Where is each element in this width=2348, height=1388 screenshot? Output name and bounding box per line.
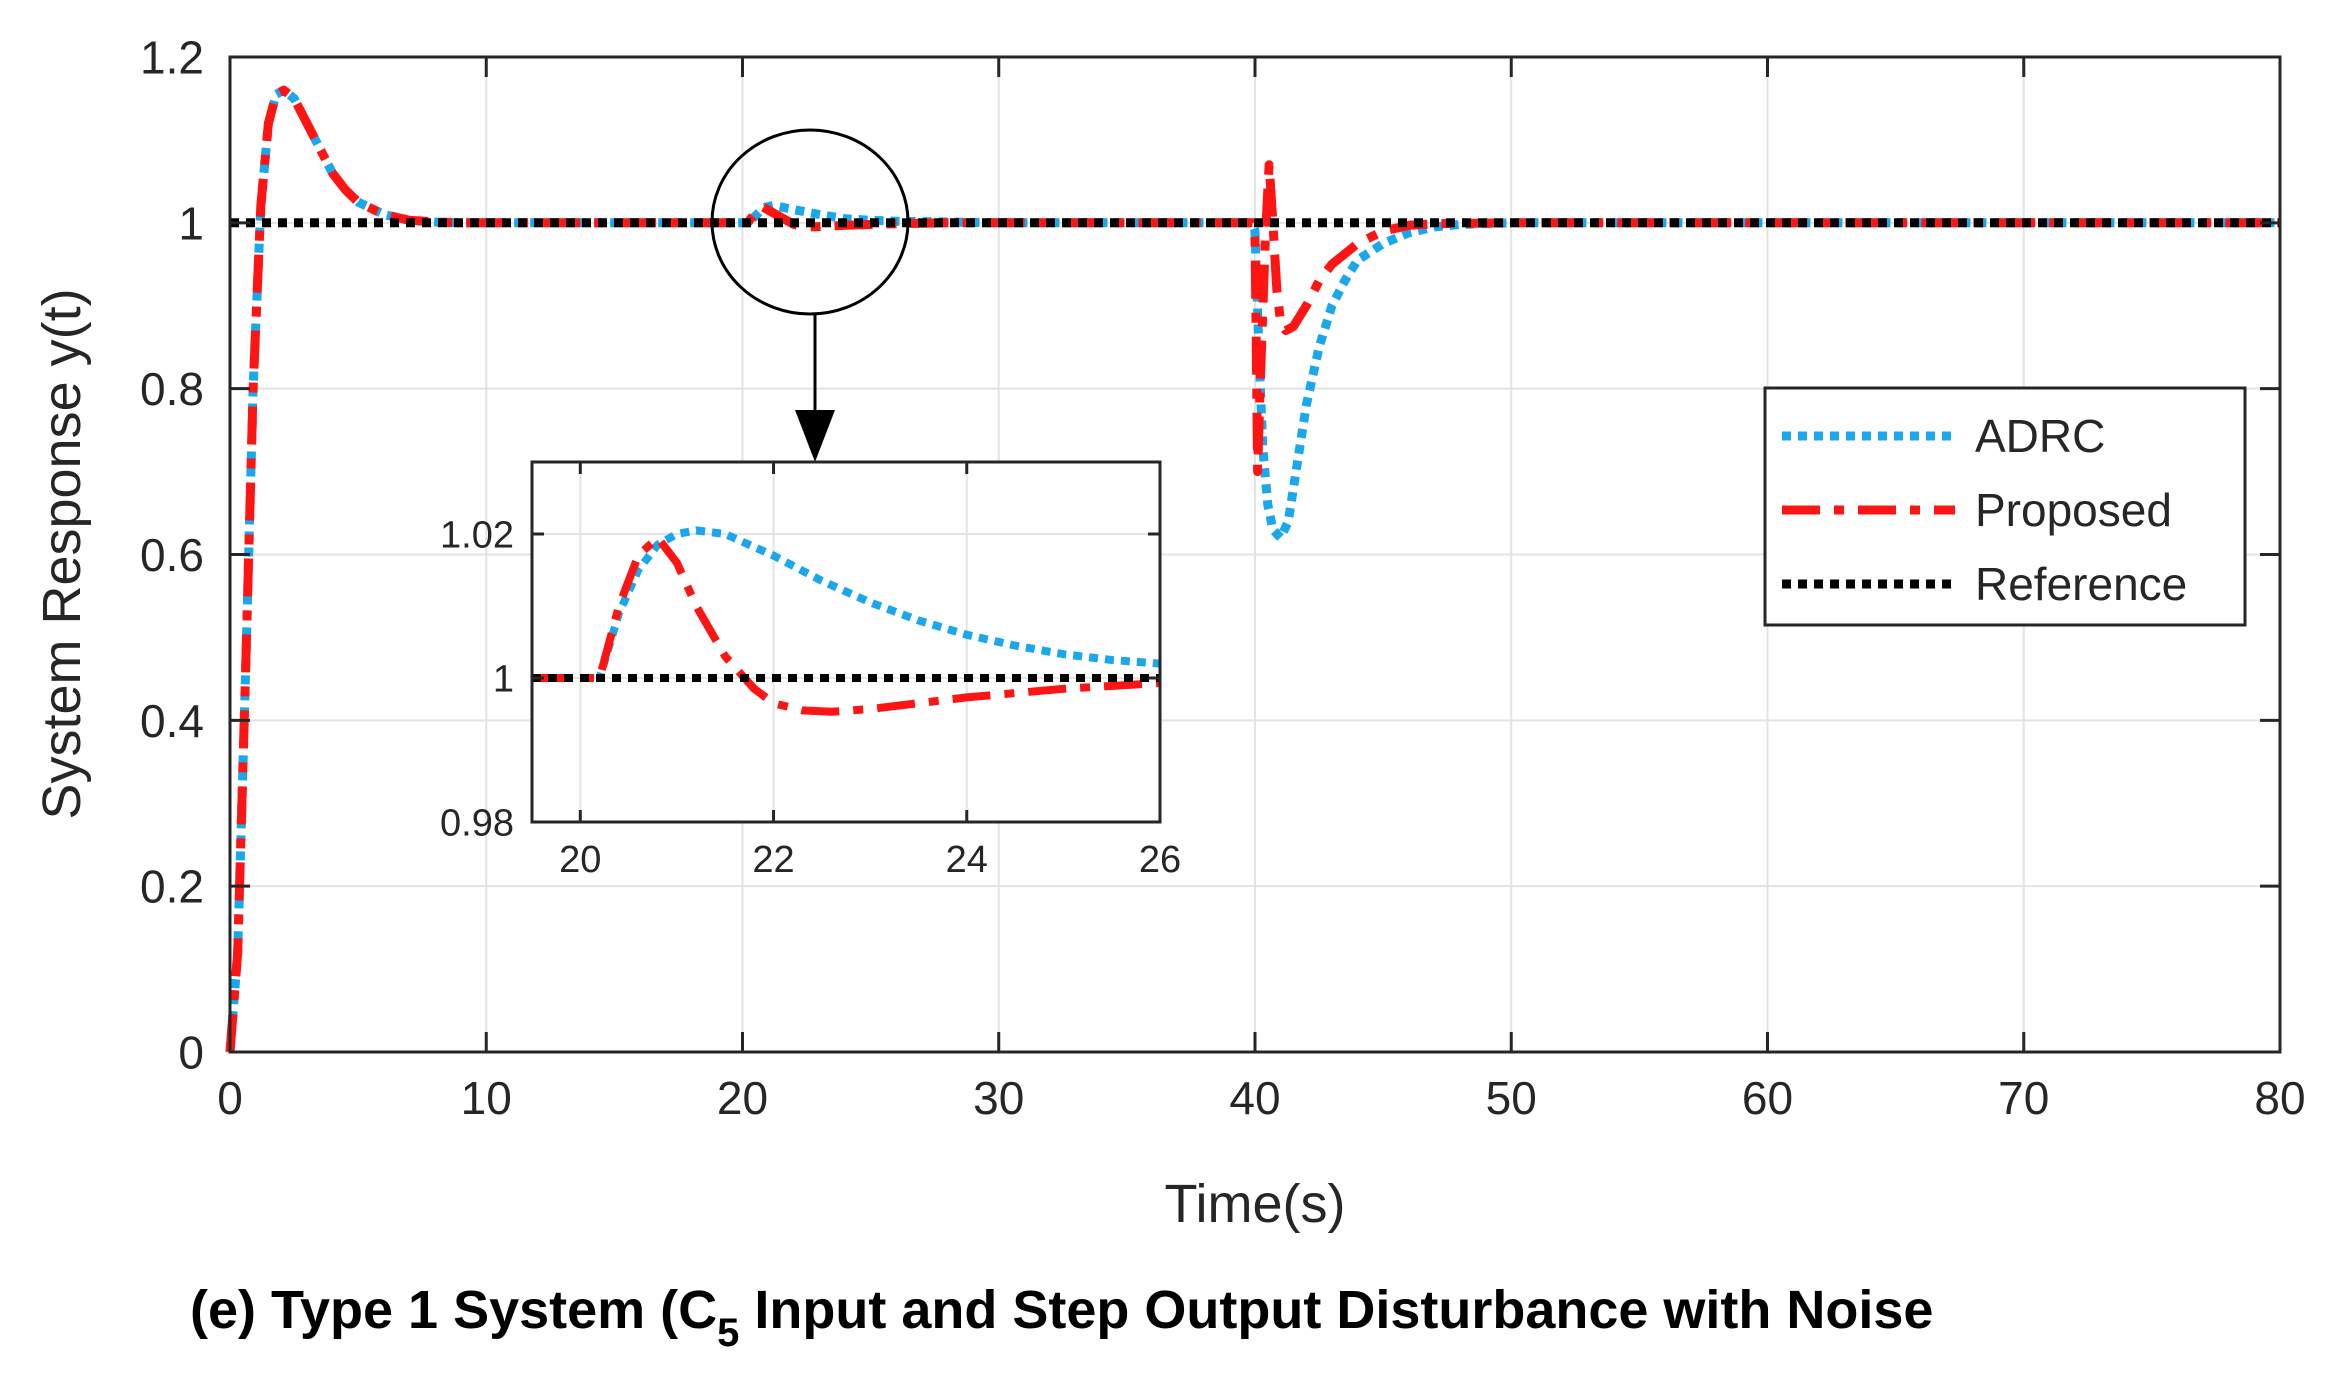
legend-label-adrc: ADRC bbox=[1975, 410, 2105, 462]
inset-series bbox=[532, 526, 1160, 716]
inset-x-tick-label: 26 bbox=[1139, 839, 1181, 881]
zoom-arrow-head bbox=[795, 410, 835, 462]
main-series-proposed bbox=[225, 85, 2280, 1053]
main-series-adrc bbox=[225, 85, 2280, 1053]
main-x-tick-label: 70 bbox=[1998, 1072, 2049, 1124]
inset-plot-area bbox=[532, 462, 1160, 822]
inset-x-tick-labels: 20 22 24 26 bbox=[559, 839, 1181, 881]
legend-box bbox=[1763, 386, 2247, 627]
main-y-tick-label: 0 bbox=[178, 1027, 204, 1079]
caption-prefix: (e) Type 1 System (C bbox=[190, 1280, 717, 1340]
inset-axes: 20 22 24 26 0.98 1 1.02 bbox=[440, 460, 1181, 881]
inset-y-tick-label: 1 bbox=[493, 659, 514, 701]
main-x-tick-label: 30 bbox=[973, 1072, 1024, 1124]
zoom-ellipse bbox=[710, 128, 910, 316]
main-tick-marks bbox=[228, 55, 2282, 1054]
main-y-tick-labels: 0 0.2 0.4 0.6 0.8 1 1.2 bbox=[140, 32, 204, 1079]
main-x-tick-label: 50 bbox=[1486, 1072, 1537, 1124]
inset-series-proposed bbox=[532, 533, 1160, 716]
figure-caption: (e) Type 1 System (C5 Input and Step Out… bbox=[190, 1280, 1933, 1355]
legend-label-reference: Reference bbox=[1975, 558, 2187, 610]
main-x-tick-labels: 0 10 20 30 40 50 60 70 80 bbox=[217, 1072, 2305, 1124]
main-x-tick-label: 10 bbox=[461, 1072, 512, 1124]
legend: ADRC Proposed Reference bbox=[1763, 386, 2247, 627]
caption-suffix: Input and Step Output Disturbance with N… bbox=[739, 1280, 1933, 1340]
main-x-tick-label: 40 bbox=[1229, 1072, 1280, 1124]
main-x-tick-label: 0 bbox=[217, 1072, 243, 1124]
caption-subscript: 5 bbox=[717, 1311, 739, 1355]
main-x-tick-label: 20 bbox=[717, 1072, 768, 1124]
x-axis-label: Time(s) bbox=[1165, 1174, 1346, 1234]
inset-tick-marks bbox=[532, 462, 1162, 824]
main-x-tick-label: 60 bbox=[1742, 1072, 1793, 1124]
inset-x-tick-label: 22 bbox=[752, 839, 794, 881]
inset-axes-box bbox=[530, 460, 1162, 824]
y-axis-label: System Response y(t) bbox=[32, 288, 92, 819]
main-x-tick-label: 80 bbox=[2254, 1072, 2305, 1124]
main-y-tick-label: 0.6 bbox=[140, 529, 204, 581]
inset-y-tick-labels: 0.98 1 1.02 bbox=[440, 515, 514, 845]
main-axes: 0 10 20 30 40 50 60 70 80 0 0.2 0.4 0.6 0.8 1 1.2 Time… bbox=[32, 32, 2306, 1234]
inset-series-adrc bbox=[532, 526, 1160, 682]
inset-x-tick-label: 20 bbox=[559, 839, 601, 881]
inset-y-tick-label: 1.02 bbox=[440, 515, 514, 557]
inset-x-tick-label: 24 bbox=[946, 839, 988, 881]
zoom-callout bbox=[710, 128, 910, 462]
main-y-tick-label: 0.2 bbox=[140, 861, 204, 913]
main-y-tick-label: 0.8 bbox=[140, 363, 204, 415]
legend-label-proposed: Proposed bbox=[1975, 484, 2172, 536]
main-y-tick-label: 1.2 bbox=[140, 32, 204, 84]
main-y-tick-label: 1 bbox=[178, 197, 204, 249]
inset-y-tick-label: 0.98 bbox=[440, 803, 514, 845]
main-y-tick-label: 0.4 bbox=[140, 695, 204, 747]
main-series bbox=[225, 85, 2280, 1053]
